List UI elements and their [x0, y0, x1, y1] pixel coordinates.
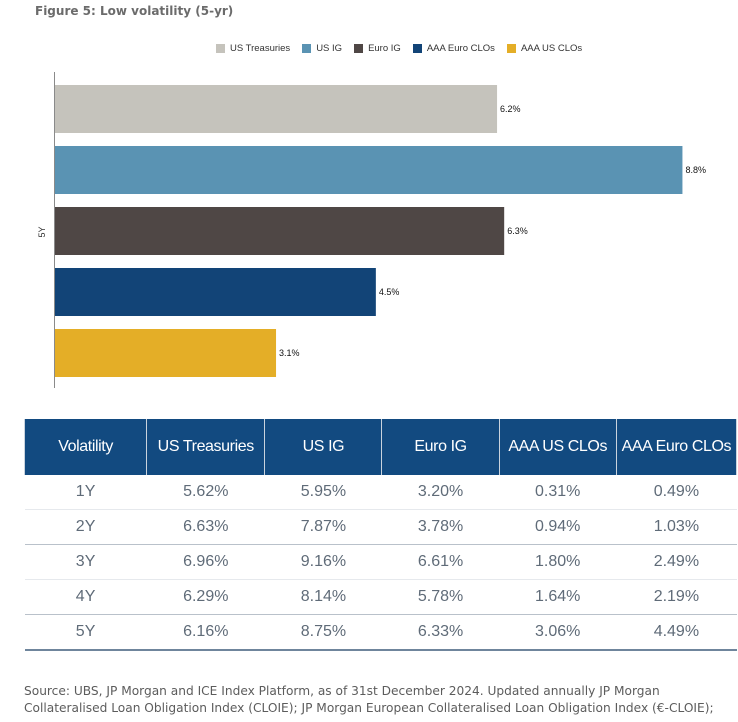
- bar-value-label: 3.1%: [279, 348, 300, 358]
- table-cell: 1Y: [24, 475, 147, 510]
- legend-item-aaa-euro-clos: AAA Euro CLOs: [412, 43, 495, 54]
- table-cell: 1.03%: [616, 509, 737, 545]
- source-note: Source: UBS, JP Morgan and ICE Index Pla…: [24, 683, 738, 717]
- legend-swatch: [302, 44, 312, 53]
- bar-aaa-us-clos: [55, 329, 277, 377]
- table-cell: 1.64%: [499, 579, 617, 615]
- table-cell: 5.78%: [381, 579, 500, 615]
- table-cell: 4Y: [24, 579, 147, 615]
- header-aaa-euro-clos: AAA Euro CLOs: [615, 419, 738, 475]
- header-euro-ig: Euro IG: [381, 419, 500, 475]
- source-line-2: Collateralised Loan Obligation Index (CL…: [24, 701, 714, 715]
- table-cell: 6.29%: [146, 579, 265, 615]
- table-cell: 6.63%: [146, 509, 265, 545]
- y-axis-category-label: 5Y: [37, 226, 47, 237]
- table-cell: 5.95%: [264, 475, 382, 510]
- table-cell: 0.49%: [616, 475, 737, 510]
- table-cell: 1.80%: [499, 544, 617, 580]
- table-row: 2Y 6.63% 7.87% 3.78% 0.94% 1.03%: [24, 509, 737, 545]
- bar-us-ig: [55, 146, 683, 194]
- legend-swatch: [216, 44, 225, 53]
- legend-label: AAA US CLOs: [520, 43, 583, 54]
- table-row: 4Y 6.29% 8.14% 5.78% 1.64% 2.19%: [24, 579, 737, 615]
- legend-swatch: [354, 44, 364, 53]
- header-volatility: Volatility: [23, 419, 148, 475]
- bar-value-label: 8.8%: [685, 165, 706, 175]
- table-cell: 3.20%: [381, 475, 500, 510]
- table-cell: 7.87%: [264, 509, 382, 545]
- legend-label: AAA Euro CLOs: [426, 43, 495, 54]
- header-aaa-us-clos: AAA US CLOs: [498, 419, 617, 475]
- legend-item-us-treasuries: US Treasuries: [216, 43, 290, 54]
- table-cell: 3.06%: [499, 614, 617, 651]
- bar-us-treasuries: [55, 85, 498, 133]
- table-cell: 9.16%: [264, 544, 382, 580]
- table-cell: 8.75%: [264, 614, 382, 651]
- chart-legend: US Treasuries US IG Euro IG AAA Euro CLO…: [216, 43, 594, 54]
- table-cell: 4.49%: [616, 614, 737, 651]
- bar-value-label: 6.3%: [507, 226, 528, 236]
- table-cell: 0.31%: [499, 475, 617, 510]
- table-cell: 3.78%: [381, 509, 500, 545]
- table-header-row: Volatility US Treasuries US IG Euro IG A…: [23, 419, 738, 475]
- bar-value-label: 6.2%: [500, 104, 521, 114]
- legend-label: US Treasuries: [230, 43, 291, 54]
- table-cell: 6.33%: [381, 614, 500, 651]
- table-cell: 8.14%: [264, 579, 382, 615]
- table-cell: 5.62%: [146, 475, 265, 510]
- bar-chart: 5Y 6.2% 8.8% 6.3% 4.5% 3.1%: [37, 72, 706, 388]
- volatility-table: Volatility US Treasuries US IG Euro IG A…: [23, 419, 738, 651]
- bars-group: 6.2% 8.8% 6.3% 4.5% 3.1%: [55, 85, 706, 377]
- table-cell: 2.19%: [616, 579, 737, 615]
- header-us-treasuries: US Treasuries: [146, 419, 266, 475]
- table-row: 5Y 6.16% 8.75% 6.33% 3.06% 4.49%: [24, 614, 737, 651]
- table-cell: 5Y: [24, 614, 147, 651]
- bar-euro-ig: [55, 207, 505, 255]
- figure-title: Figure 5: Low volatility (5-yr): [35, 4, 234, 18]
- header-us-ig: US IG: [264, 419, 383, 475]
- legend-label: US IG: [316, 43, 343, 54]
- table-cell: 2.49%: [616, 544, 737, 580]
- source-line-1: Source: UBS, JP Morgan and ICE Index Pla…: [24, 684, 660, 698]
- bar-aaa-euro-clos: [55, 268, 376, 316]
- table-row: 3Y 6.96% 9.16% 6.61% 1.80% 2.49%: [24, 544, 737, 580]
- table-cell: 3Y: [24, 544, 147, 580]
- bar-value-label: 4.5%: [379, 287, 400, 297]
- table-cell: 0.94%: [499, 509, 617, 545]
- legend-swatch: [506, 44, 516, 53]
- legend-swatch: [412, 44, 422, 53]
- legend-label: Euro IG: [368, 43, 401, 54]
- legend-item-aaa-us-clos: AAA US CLOs: [506, 43, 583, 54]
- legend-item-us-ig: US IG: [302, 43, 342, 54]
- table-row: 1Y 5.62% 5.95% 3.20% 0.31% 0.49%: [24, 475, 737, 510]
- legend-item-euro-ig: Euro IG: [354, 43, 401, 54]
- table-cell: 6.61%: [381, 544, 500, 580]
- table-cell: 2Y: [24, 509, 147, 545]
- table-cell: 6.96%: [146, 544, 265, 580]
- table-cell: 6.16%: [146, 614, 265, 651]
